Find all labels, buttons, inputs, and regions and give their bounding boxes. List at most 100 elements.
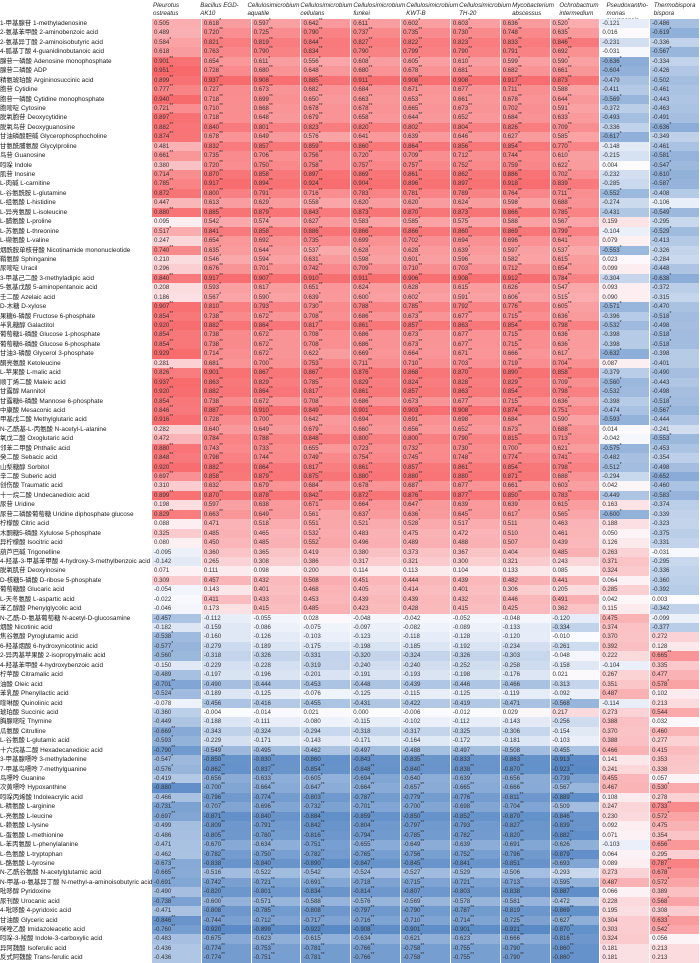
correlation-value: 0.784 [203,435,220,443]
heatmap-cell: -0.691** [500,840,551,850]
metabolite-row-label: 吲哚-3-羧酸 Indole-3-carboxylic acid [0,935,103,943]
heatmap-cell: -0.198 [351,641,402,652]
heatmap-cell: -0.092 [550,689,601,699]
heatmap-cell: 0.752** [450,160,501,170]
significance-stars: ** [468,367,473,374]
heatmap-cell: -0.738** [152,896,202,907]
significance-stars: ** [169,206,174,213]
significance-stars: ** [567,423,572,430]
heatmap-cell: 0.380 [351,547,402,557]
significance-stars: ** [420,791,425,798]
correlation-value: -0.782 [452,831,471,839]
correlation-value: -0.845 [403,859,421,867]
significance-stars: ** [368,452,373,459]
heatmap-cell: 0.688** [550,198,601,208]
correlation-value: -0.852 [452,812,471,820]
correlation-value: -0.317 [403,727,421,735]
significance-stars: ** [171,876,176,883]
significance-stars: ** [418,367,423,374]
correlation-value: 0.300 [452,557,469,565]
correlation-value: 0.684 [502,114,518,122]
significance-stars: ** [420,839,425,846]
heatmap-cell: -0.809** [201,821,252,831]
significance-stars: ** [368,461,373,468]
significance-stars: ** [219,414,223,421]
significance-stars: ** [519,791,524,798]
table-row: L-脯氨酸 L-proline 0.095 0.542* 0.574* 0.627* 0.… [0,217,700,227]
heatmap-cell: 0.485 [201,528,252,539]
table-row: 异阿魏酸 Isoferulic acid -0.436 -0.774** -0.753… [0,943,700,954]
heatmap-cell: -0.241 [650,424,700,435]
significance-stars: ** [368,27,373,34]
correlation-value: -0.847 [353,859,371,867]
correlation-value: 0.677 [452,482,469,490]
significance-stars: * [567,282,570,289]
table-row: 尿苷二磷酸葡萄糖 Uridine diphosphate glucose 0.82… [0,509,700,520]
heatmap-cell: -0.112 [450,717,501,727]
heatmap-cell: -0.022 [152,594,202,605]
heatmap-cell: -0.419 [152,774,202,784]
correlation-value: -0.461 [652,86,670,94]
significance-stars: ** [171,678,176,685]
correlation-value: 0.882 [203,463,220,471]
correlation-value: 0.485 [203,529,220,537]
correlation-value: -0.089 [452,624,471,631]
correlation-value: 0.901 [203,369,220,377]
correlation-value: -0.593 [602,416,620,424]
correlation-value: 0.715 [502,312,518,320]
correlation-value: 0.880 [154,208,170,216]
heatmap-cell: -0.600* [600,509,651,520]
heatmap-cell: 0.636* [500,18,551,29]
correlation-value: -0.196 [253,671,271,679]
heatmap-cell: -0.377 [650,623,700,633]
heatmap-cell: -0.354 [650,453,700,463]
significance-stars: ** [420,905,425,912]
significance-stars: ** [219,178,223,185]
significance-stars: ** [268,159,273,166]
significance-stars: ** [320,857,325,864]
heatmap-cell: -0.549* [650,207,700,218]
heatmap-cell: 0.664** [401,349,451,359]
correlation-value: -0.691 [303,878,321,886]
heatmap-cell: -0.158 [550,660,601,671]
significance-stars: ** [418,178,423,185]
correlation-value: 0.362 [552,605,568,613]
significance-stars: ** [468,46,473,53]
correlation-value: 0.088 [154,520,170,528]
heatmap-cell: -0.732** [301,802,352,812]
heatmap-cell: 0.664** [351,500,402,510]
significance-stars: * [567,291,570,298]
correlation-value: 0.911 [353,76,369,84]
significance-stars: * [619,319,622,326]
correlation-value: 0.463 [552,520,568,528]
heatmap-cell: 0.597* [500,245,551,255]
metabolite-row-label: 中康酸 Mesaconic acid [0,406,65,414]
correlation-value: 0.618 [203,20,220,27]
correlation-value: -0.751 [303,841,321,849]
correlation-value: -0.102 [403,718,421,726]
correlation-value: 0.624 [353,284,369,292]
correlation-value: -0.143 [502,718,520,726]
correlation-value: 0.753 [303,359,319,367]
heatmap-cell: 0.653** [401,94,451,104]
heatmap-cell: 0.485 [251,538,302,548]
significance-stars: ** [567,187,572,194]
significance-stars: ** [268,140,273,147]
correlation-value: 0.644 [253,246,269,254]
correlation-value: 0.475 [403,529,419,537]
significance-stars: ** [468,404,473,411]
significance-stars: ** [517,433,522,440]
table-row: 甘露糖6-磷酸 Mannose 6-phosphate 0.854** 0.738*… [0,396,700,406]
correlation-value: 0.864 [253,388,269,396]
correlation-value: 0.641 [353,133,369,141]
heatmap-cell: -0.840** [401,764,451,774]
heatmap-cell: 0.698** [450,415,501,425]
correlation-value: 0.854 [502,322,518,329]
correlation-value: 0.673 [253,86,269,94]
heatmap-cell: 0.720** [201,160,252,170]
significance-stars: ** [567,36,572,43]
correlation-value: 0.639 [452,246,469,254]
significance-stars: ** [270,820,275,827]
heatmap-cell: 0.671** [301,500,352,510]
correlation-value: -0.502 [652,76,670,84]
